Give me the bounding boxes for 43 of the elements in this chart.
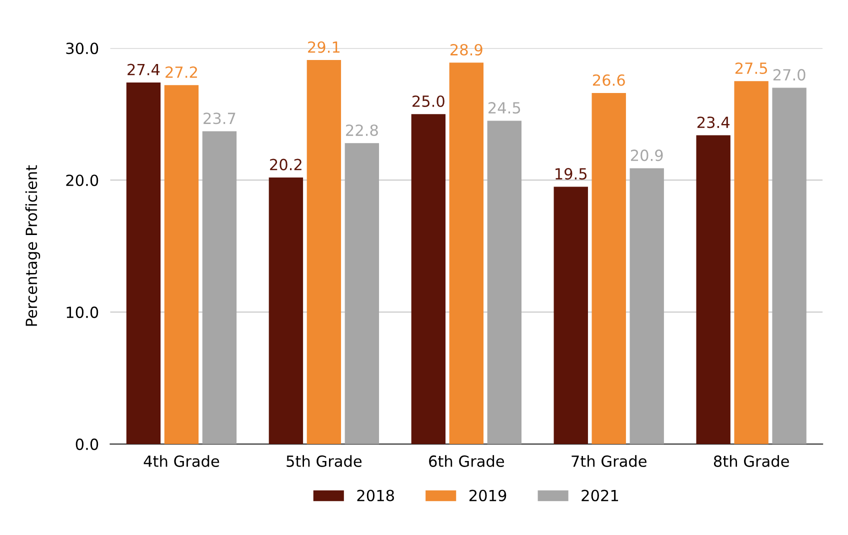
bar [487, 120, 522, 444]
y-tick-label: 20.0 [66, 174, 98, 186]
bar [449, 62, 484, 444]
data-label: 23.7 [204, 112, 236, 124]
bar [411, 114, 446, 444]
bar [696, 135, 730, 444]
data-label: 28.9 [450, 44, 482, 56]
data-label: 22.8 [346, 124, 378, 136]
data-label: 27.5 [735, 62, 767, 74]
data-label: 25.0 [412, 95, 444, 108]
data-label: 19.5 [556, 168, 587, 180]
y-tick-label: 10.0 [66, 306, 98, 318]
data-label: 24.5 [488, 102, 520, 114]
legend-label: 2019 [469, 490, 506, 502]
x-tick-label: 8th Grade [714, 455, 789, 467]
data-label: 20.2 [270, 158, 302, 170]
legend-label: 2021 [582, 490, 618, 502]
legend-label: 2018 [357, 490, 394, 502]
bar [592, 93, 626, 444]
bar [306, 60, 342, 444]
bar [164, 85, 199, 444]
data-label: 27.4 [128, 64, 160, 76]
data-label: 23.4 [697, 116, 730, 128]
data-label: 27.0 [773, 69, 806, 81]
data-label: 20.9 [630, 150, 663, 162]
x-tick-label: 7th Grade [572, 455, 646, 467]
x-tick-label: 6th Grade [429, 455, 504, 467]
x-tick-label: 4th Grade [144, 455, 220, 467]
bar [126, 82, 161, 444]
y-axis-title: Percentage Proficient [25, 165, 40, 326]
bar [554, 186, 588, 444]
y-tick-label: 0.0 [76, 438, 98, 450]
x-tick-label: 5th Grade [286, 455, 362, 467]
bar [772, 88, 806, 444]
bar [734, 81, 768, 444]
data-label: 27.2 [166, 66, 197, 78]
bar [630, 168, 664, 444]
data-label: 29.1 [308, 41, 340, 53]
bar [202, 131, 237, 444]
bar [268, 177, 304, 444]
bar [344, 143, 380, 444]
y-tick-label: 30.0 [66, 42, 98, 54]
data-label: 26.6 [592, 74, 625, 86]
